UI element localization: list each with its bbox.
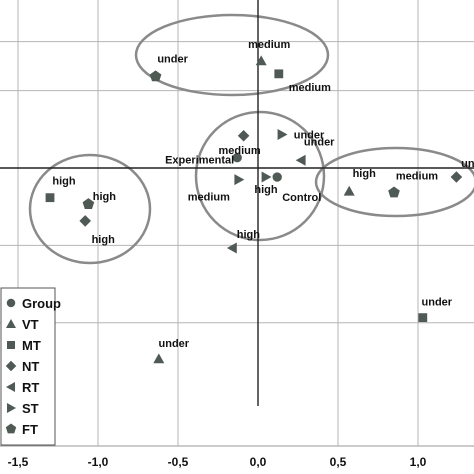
cluster-ellipse [314, 146, 474, 218]
legend-label-mt: MT [22, 338, 41, 353]
legend-label-vt: VT [22, 317, 39, 332]
legend-marker-vt [6, 319, 16, 328]
data-points [45, 55, 463, 364]
point-labels: Experimental Control medium high under medium… [52, 39, 474, 350]
legend-marker-nt [5, 360, 17, 372]
axis-layer [0, 0, 474, 447]
point-label: high [93, 191, 116, 203]
cluster-ellipses [28, 13, 474, 265]
legend-label-group: Group [22, 296, 61, 311]
point-label: under [304, 136, 335, 148]
point-label: high [52, 176, 75, 188]
point-label: high [254, 184, 277, 196]
point-label: under [157, 53, 188, 65]
point-label: under [294, 129, 325, 141]
x-tick-label: -1,0 [88, 455, 109, 469]
point-vt-under [153, 353, 165, 364]
x-tick-label: 0,0 [250, 455, 267, 469]
x-tick-label: -0,5 [168, 455, 189, 469]
cluster-ellipse [28, 153, 152, 265]
point-nt-under [450, 171, 463, 183]
legend-marker-group [6, 298, 16, 308]
point-st-medium [234, 174, 245, 186]
point-ft-under [149, 70, 162, 82]
point-rt-under [295, 154, 306, 166]
point-label: medium [289, 82, 331, 94]
legend-label-st: ST [22, 401, 39, 416]
cluster-ellipse [194, 110, 326, 242]
point-label: high [353, 168, 376, 180]
point-nt-high [79, 215, 91, 227]
legend-marker-st [7, 403, 16, 413]
point-label: under [422, 297, 453, 309]
legend-label-nt: NT [22, 359, 39, 374]
point-nt-medium [237, 130, 250, 142]
point-label: medium [188, 192, 230, 204]
point-label: under [461, 158, 474, 170]
point-ft-high [82, 198, 95, 209]
point-vt-medium [255, 55, 267, 66]
legend-marker-mt [7, 341, 15, 349]
legend: Group VT MT NT RT ST FT [0, 287, 61, 446]
cluster-ellipse [134, 13, 330, 97]
x-tick-label: 1,0 [410, 455, 427, 469]
point-group-control [272, 172, 282, 182]
point-label: high [92, 234, 115, 246]
x-tick-labels: -1,5 -1,0 -0,5 0,0 0,5 1,0 [8, 455, 427, 469]
point-mt-medium [274, 69, 284, 79]
point-rt-high [226, 242, 237, 254]
legend-label-ft: FT [22, 422, 38, 437]
point-ft-medium [388, 186, 400, 198]
legend-marker-ft [5, 423, 17, 434]
x-tick-label: -1,5 [8, 455, 29, 469]
point-label: under [159, 338, 190, 350]
point-label: medium [396, 171, 438, 183]
point-label: high [237, 229, 260, 241]
point-mt-high [45, 193, 55, 203]
point-label: medium [219, 145, 261, 157]
point-mt-under [418, 313, 428, 323]
grid-layer [0, 0, 474, 446]
point-vt-high [343, 185, 355, 196]
x-tick-label: 0,5 [330, 455, 347, 469]
point-group-experimental [232, 153, 242, 163]
point-label: Experimental [165, 155, 234, 167]
legend-marker-rt [6, 382, 15, 392]
point-label: medium [248, 39, 290, 51]
legend-label-rt: RT [22, 380, 39, 395]
point-label: Control [282, 192, 321, 204]
point-st-under [277, 129, 288, 140]
point-st-high [261, 171, 272, 183]
